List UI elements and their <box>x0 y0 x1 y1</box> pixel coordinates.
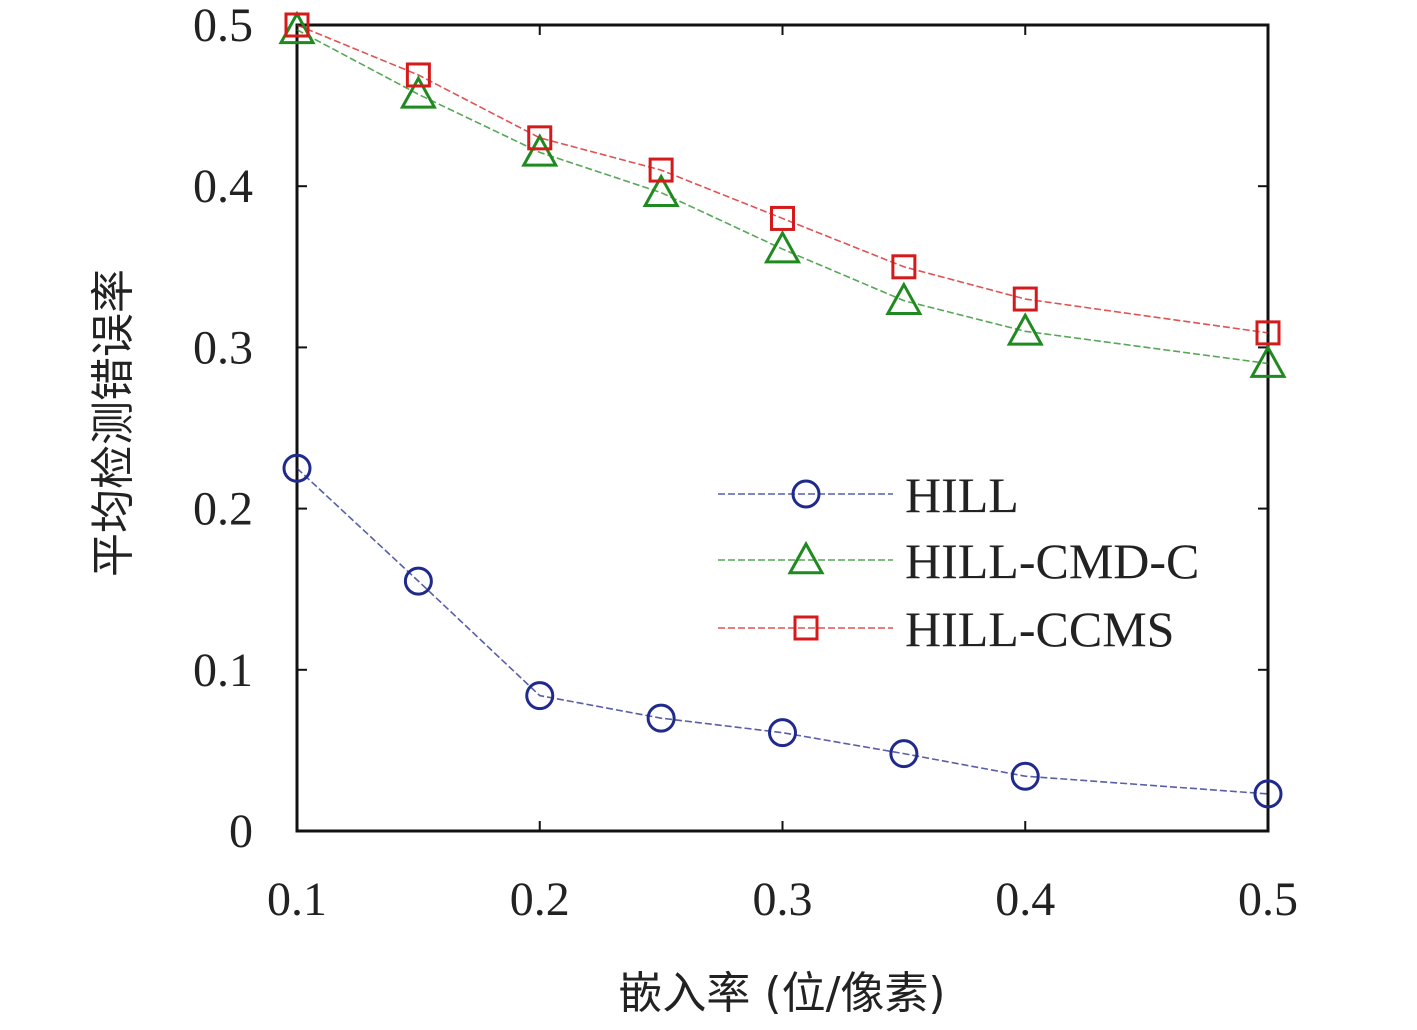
square-marker <box>1255 320 1281 346</box>
x-tick-label: 0.2 <box>510 873 570 926</box>
plot-frame <box>295 23 1270 833</box>
series-line <box>296 29 1269 365</box>
series-line <box>296 24 1269 334</box>
legend-square-marker <box>793 615 819 641</box>
square-marker <box>405 62 431 88</box>
axis-ticks <box>296 24 1269 832</box>
y-tick-label: 0.2 <box>193 483 253 536</box>
circle-marker <box>403 566 433 596</box>
series-line <box>296 467 1269 795</box>
y-tick-label: 0.5 <box>193 0 253 52</box>
square-marker <box>648 157 674 183</box>
legend-entry: HILL-CMD-C <box>718 533 1199 589</box>
circle-marker <box>1010 761 1040 791</box>
legend-label: HILL-CMD-C <box>905 533 1199 589</box>
triangle-marker <box>1249 344 1287 378</box>
triangle-marker <box>399 75 437 109</box>
triangle-marker <box>521 133 559 167</box>
legend-label: HILL <box>905 467 1019 523</box>
axis-tick-labels: 0.1 0.2 0.3 0.4 0.5 0 0.1 0.2 0.3 0.4 0.5 <box>193 0 1298 926</box>
x-tick-label: 0.3 <box>753 873 813 926</box>
y-tick-label: 0 <box>229 805 253 858</box>
square-marker <box>527 125 553 151</box>
triangle-marker <box>278 10 316 45</box>
series-hill <box>282 453 1283 809</box>
triangle-marker <box>885 281 923 315</box>
legend: HILL HILL-CMD-C HILL-CCMS <box>718 467 1199 657</box>
y-tick-label: 0.4 <box>193 160 253 213</box>
legend-entry: HILL <box>718 467 1019 523</box>
legend-triangle-marker <box>787 540 825 575</box>
square-marker <box>891 254 917 280</box>
legend-label: HILL-CCMS <box>905 601 1174 657</box>
circle-marker <box>768 718 797 748</box>
circle-marker <box>525 681 555 711</box>
triangle-marker <box>1006 312 1044 346</box>
x-axis-label: 嵌入率 (位/像素) <box>618 968 945 1019</box>
legend-entry: HILL-CCMS <box>718 601 1174 657</box>
x-tick-label: 0.4 <box>995 873 1055 926</box>
circle-marker <box>889 739 919 769</box>
series-layer <box>278 10 1287 809</box>
square-marker <box>284 12 310 38</box>
square-marker <box>770 205 795 231</box>
square-marker <box>1012 286 1038 312</box>
series-hill-ccms <box>284 12 1281 346</box>
circle-marker <box>646 703 676 733</box>
triangle-marker <box>642 173 680 207</box>
circle-marker <box>1253 779 1283 809</box>
triangle-marker <box>763 229 802 264</box>
x-tick-label: 0.5 <box>1238 873 1298 926</box>
legend-circle-marker <box>791 479 821 509</box>
x-tick-label: 0.1 <box>267 873 327 926</box>
circle-marker <box>282 453 312 483</box>
y-tick-label: 0.3 <box>193 321 253 374</box>
series-hill-cmd-c <box>278 10 1287 378</box>
y-tick-label: 0.1 <box>193 644 253 697</box>
y-axis-label: 平均检测错误率 <box>88 269 139 577</box>
